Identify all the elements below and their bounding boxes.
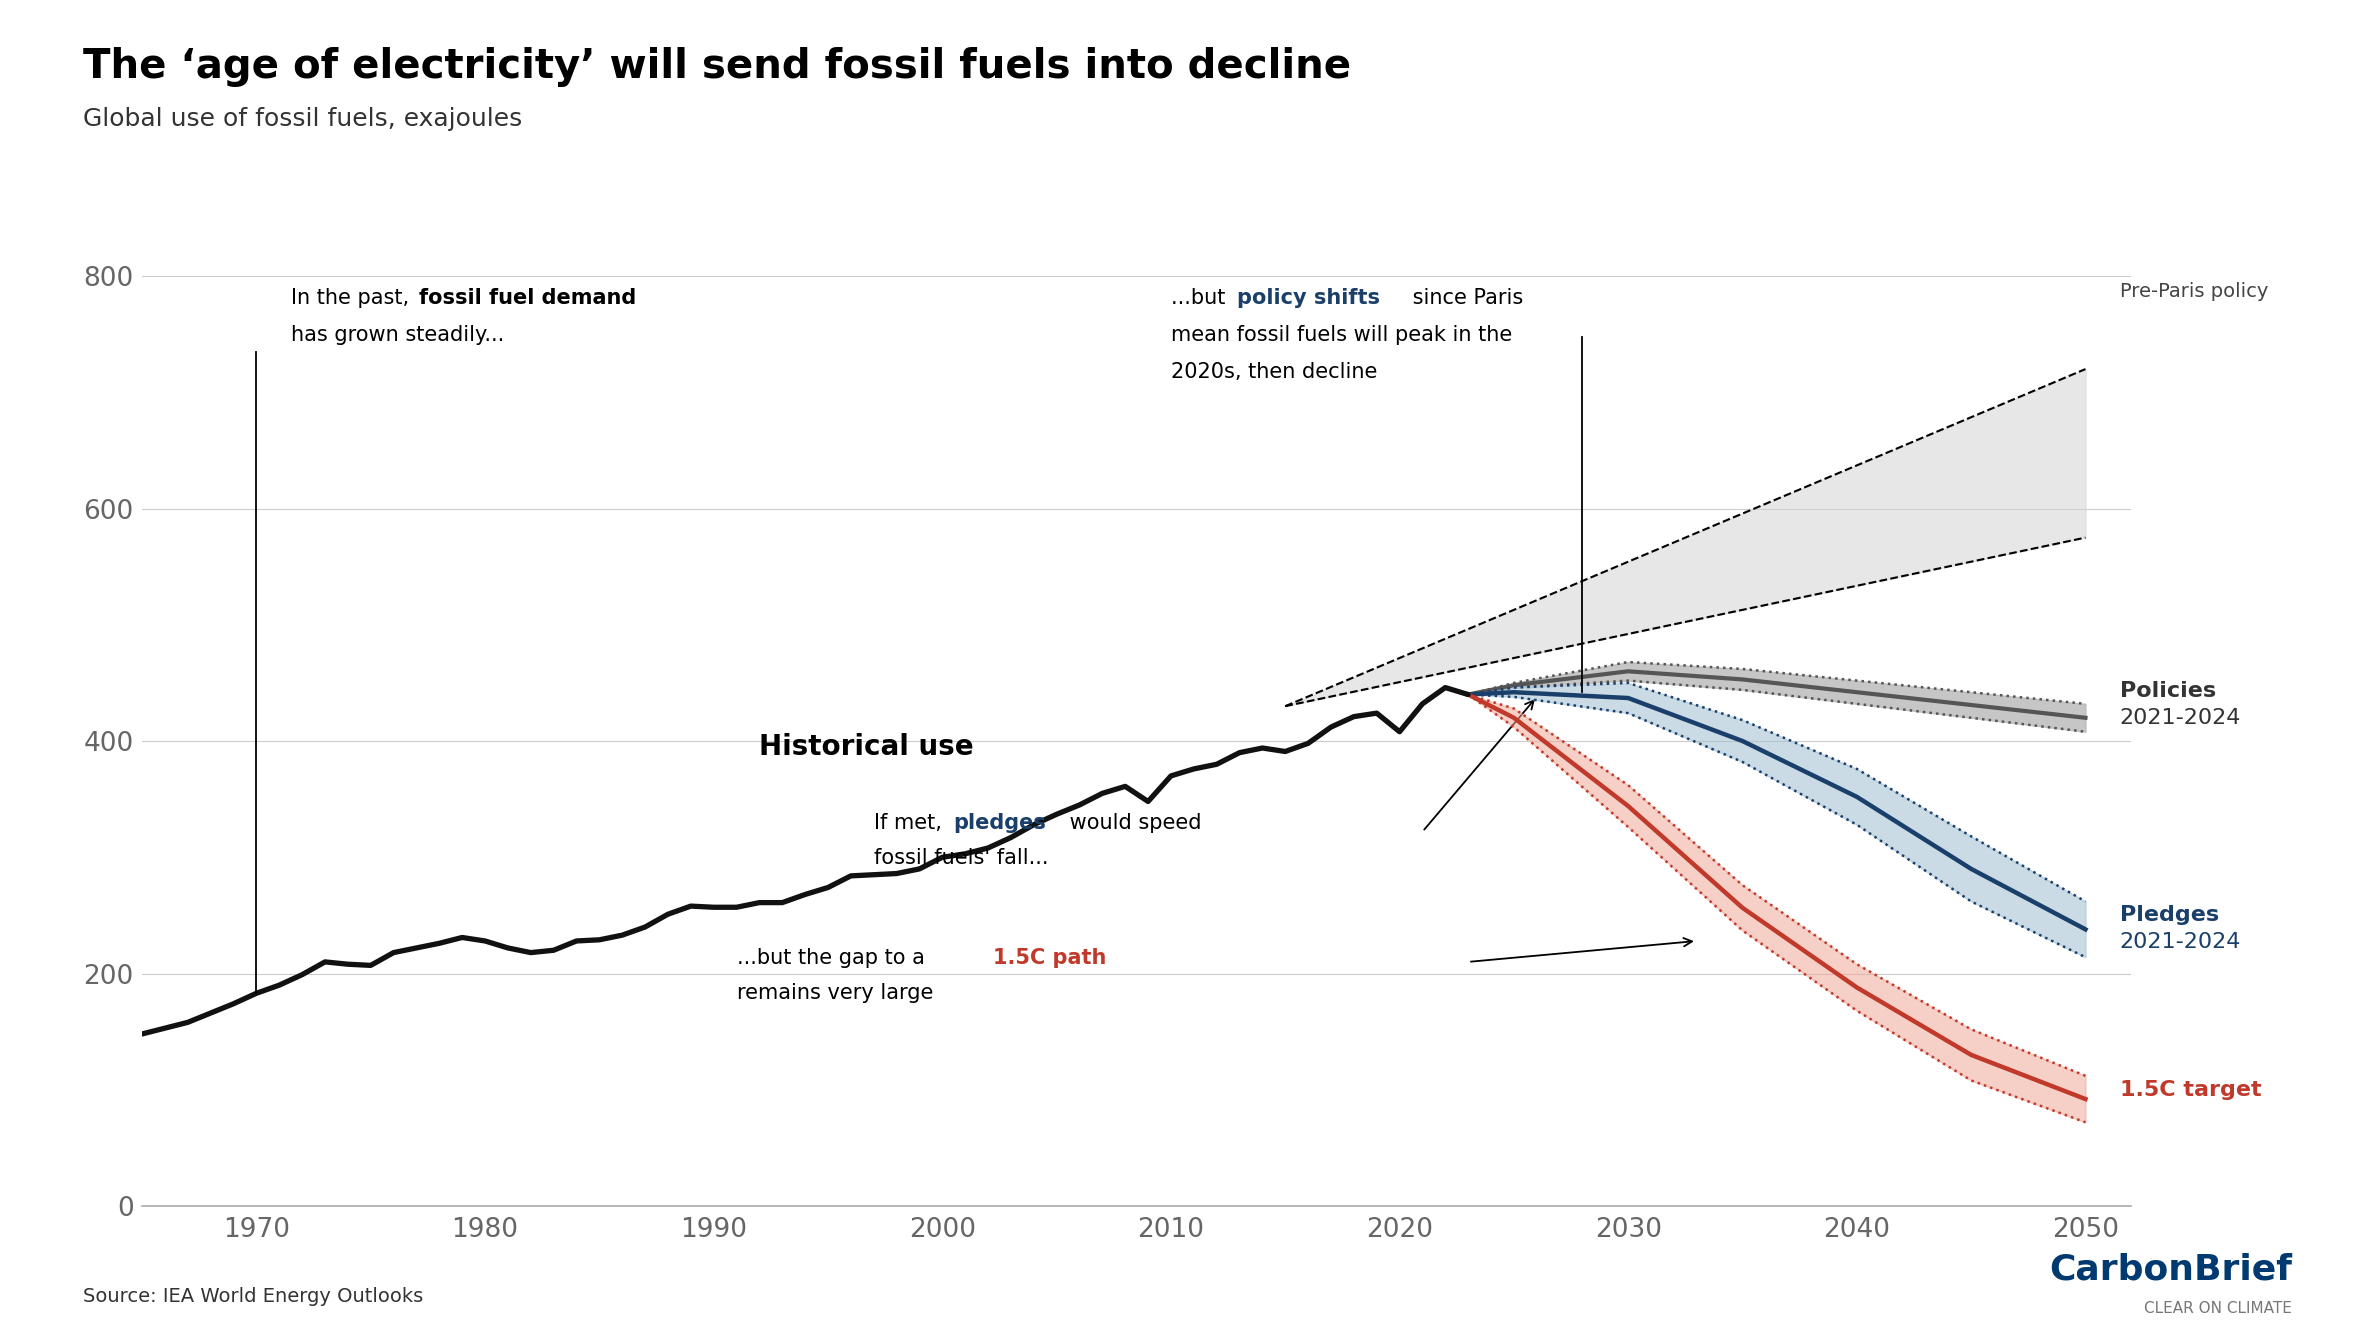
Text: 2021-2024: 2021-2024: [2119, 708, 2240, 728]
Text: fossil fuel demand: fossil fuel demand: [419, 288, 637, 308]
Text: Global use of fossil fuels, exajoules: Global use of fossil fuels, exajoules: [83, 107, 521, 131]
Text: remains very large: remains very large: [736, 982, 933, 1002]
Text: In the past,: In the past,: [291, 288, 414, 308]
Text: 1.5C target: 1.5C target: [2119, 1080, 2261, 1100]
Text: CLEAR ON CLIMATE: CLEAR ON CLIMATE: [2145, 1301, 2292, 1316]
Text: ...but the gap to a: ...but the gap to a: [736, 947, 931, 967]
Text: Policies: Policies: [2119, 681, 2216, 701]
Text: If met,: If met,: [874, 813, 947, 833]
Text: 2021-2024: 2021-2024: [2119, 933, 2240, 953]
Text: policy shifts: policy shifts: [1236, 288, 1381, 308]
Text: since Paris: since Paris: [1407, 288, 1523, 308]
Text: Historical use: Historical use: [760, 733, 973, 761]
Text: Pre-Paris policy: Pre-Paris policy: [2119, 281, 2269, 302]
Text: mean fossil fuels will peak in the: mean fossil fuels will peak in the: [1170, 324, 1513, 344]
Text: fossil fuels' fall...: fossil fuels' fall...: [874, 848, 1049, 868]
Text: Source: IEA World Energy Outlooks: Source: IEA World Energy Outlooks: [83, 1288, 424, 1306]
Text: pledges: pledges: [954, 813, 1047, 833]
Text: ...but: ...but: [1170, 288, 1231, 308]
Text: has grown steadily...: has grown steadily...: [291, 324, 504, 344]
Text: 1.5C path: 1.5C path: [992, 947, 1106, 967]
Text: 2020s, then decline: 2020s, then decline: [1170, 362, 1378, 382]
Text: Pledges: Pledges: [2119, 906, 2219, 926]
Text: would speed: would speed: [1063, 813, 1203, 833]
Text: The ‘age of electricity’ will send fossil fuels into decline: The ‘age of electricity’ will send fossi…: [83, 47, 1352, 87]
Text: CarbonBrief: CarbonBrief: [2048, 1253, 2292, 1286]
